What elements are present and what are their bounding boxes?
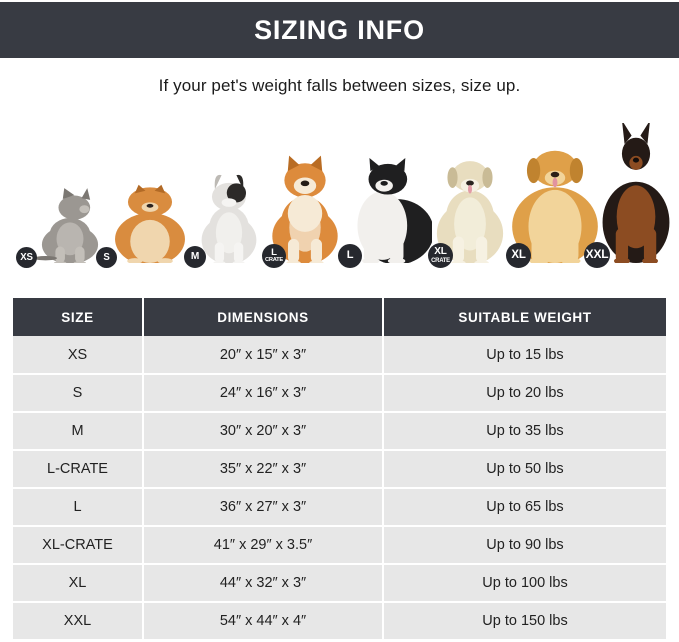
size-badge-s: S [96, 247, 117, 268]
sizing-table: SIZE DIMENSIONS SUITABLE WEIGHT XS 20″ x … [13, 298, 666, 641]
cell-size: L [13, 488, 144, 527]
cell-weight: Up to 65 lbs [383, 488, 666, 527]
badge-size-label: XXL [585, 247, 609, 262]
cell-weight: Up to 50 lbs [383, 450, 666, 489]
cell-dimensions: 30″ x 20″ x 3″ [143, 412, 384, 451]
size-badge-xl: XL [506, 243, 531, 268]
table-header-row: SIZE DIMENSIONS SUITABLE WEIGHT [13, 298, 666, 336]
pet-golden-retriever-dog [504, 141, 606, 273]
cell-weight: Up to 90 lbs [383, 526, 666, 565]
cell-size: L-CRATE [13, 450, 144, 489]
table-row: XL-CRATE 41″ x 29″ x 3.5″ Up to 90 lbs [13, 526, 666, 565]
cell-weight: Up to 35 lbs [383, 412, 666, 451]
badge-crate-label: CRATE [431, 258, 450, 264]
badge-size-label: XL [434, 246, 447, 257]
cell-size: XL [13, 564, 144, 603]
gray-cat-illustration [34, 185, 106, 268]
pet-pomeranian-dog [112, 184, 188, 273]
pet-yellow-labrador-dog [424, 151, 516, 273]
size-badge-l-crate: L CRATE [262, 244, 286, 268]
table-row: XL 44″ x 32″ x 3″ Up to 100 lbs [13, 564, 666, 603]
size-badge-m: M [184, 246, 206, 268]
cell-dimensions: 44″ x 32″ x 3″ [143, 564, 384, 603]
cell-size: XS [13, 336, 144, 375]
cell-size: S [13, 374, 144, 413]
table-row: XXL 54″ x 44″ x 4″ Up to 150 lbs [13, 602, 666, 641]
badge-size-label: XS [20, 251, 33, 263]
cell-size: M [13, 412, 144, 451]
badge-size-label: XL [511, 248, 526, 261]
column-header-dimensions: DIMENSIONS [143, 298, 384, 336]
cell-dimensions: 35″ x 22″ x 3″ [143, 450, 384, 489]
pet-size-lineup: XS S M [0, 118, 679, 273]
cell-dimensions: 36″ x 27″ x 3″ [143, 488, 384, 527]
pet-french-bulldog [192, 174, 266, 273]
badge-size-label: L [346, 249, 354, 262]
badge-size-label: L [271, 246, 277, 258]
cell-size: XL-CRATE [13, 526, 144, 565]
badge-crate-label: CRATE [265, 257, 283, 264]
golden-retriever-dog-illustration [504, 131, 606, 268]
cell-dimensions: 54″ x 44″ x 4″ [143, 602, 384, 641]
doberman-dog-illustration [592, 120, 679, 268]
cell-weight: Up to 15 lbs [383, 336, 666, 375]
size-badge-xl-crate: XL CRATE [428, 243, 453, 268]
page-title: SIZING INFO [254, 14, 425, 45]
header-banner: SIZING INFO [0, 2, 679, 58]
table-row: L 36″ x 27″ x 3″ Up to 65 lbs [13, 488, 666, 527]
pet-doberman-dog [592, 120, 679, 273]
size-badge-l: L [338, 244, 362, 268]
pomeranian-dog-illustration [112, 177, 188, 268]
french-bulldog-illustration [192, 167, 266, 268]
pet-gray-cat [34, 188, 106, 273]
table-row: XS 20″ x 15″ x 3″ Up to 15 lbs [13, 336, 666, 375]
table-row: S 24″ x 16″ x 3″ Up to 20 lbs [13, 374, 666, 413]
pet-shiba-inu-dog [262, 155, 348, 273]
cell-weight: Up to 20 lbs [383, 374, 666, 413]
table-row: M 30″ x 20″ x 3″ Up to 35 lbs [13, 412, 666, 451]
pet-border-collie-dog [340, 155, 434, 273]
subtitle-note: If your pet's weight falls between sizes… [158, 76, 521, 95]
size-badge-xs: XS [16, 247, 37, 268]
shiba-inu-dog-illustration [262, 145, 348, 268]
cell-dimensions: 20″ x 15″ x 3″ [143, 336, 384, 375]
yellow-labrador-dog-illustration [424, 141, 516, 268]
cell-weight: Up to 150 lbs [383, 602, 666, 641]
table-row: L-CRATE 35″ x 22″ x 3″ Up to 50 lbs [13, 450, 666, 489]
cell-size: XXL [13, 602, 144, 641]
column-header-weight: SUITABLE WEIGHT [383, 298, 666, 336]
column-header-size: SIZE [13, 298, 144, 336]
cell-dimensions: 24″ x 16″ x 3″ [143, 374, 384, 413]
cell-weight: Up to 100 lbs [383, 564, 666, 603]
badge-size-label: M [190, 250, 200, 262]
size-badge-xxl: XXL [584, 242, 610, 268]
border-collie-dog-illustration [340, 145, 434, 268]
badge-size-label: S [103, 251, 110, 263]
cell-dimensions: 41″ x 29″ x 3.5″ [143, 526, 384, 565]
